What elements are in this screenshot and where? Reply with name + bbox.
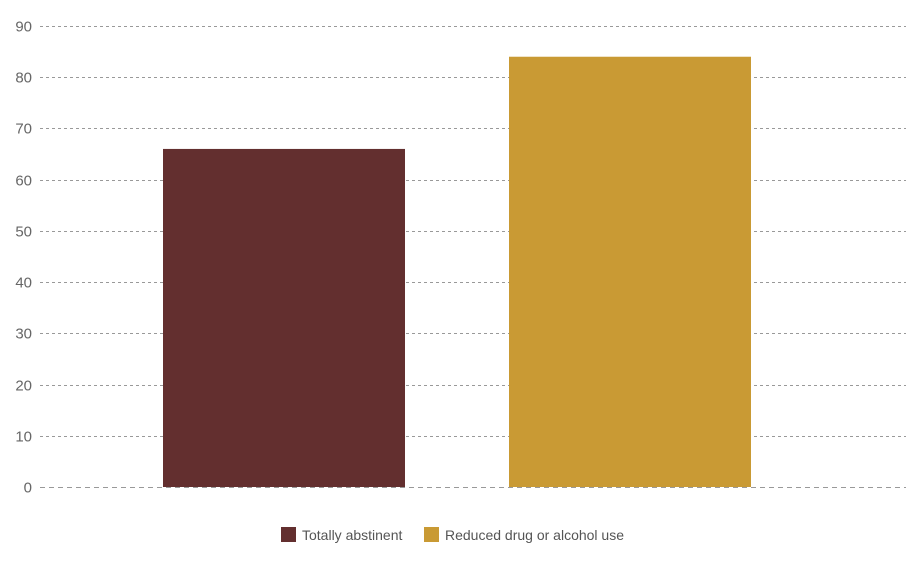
legend-label-totally-abstinent[interactable]: Totally abstinent xyxy=(302,527,403,543)
legend-swatch-totally-abstinent xyxy=(281,527,296,542)
y-tick-label-40: 40 xyxy=(15,275,32,292)
y-tick-label-20: 20 xyxy=(15,378,32,395)
y-tick-label-90: 90 xyxy=(15,19,32,36)
bar-reduced-drug-or-alcohol-use[interactable] xyxy=(509,56,751,487)
y-tick-label-80: 80 xyxy=(15,70,32,87)
y-tick-label-0: 0 xyxy=(24,480,32,497)
y-tick-label-50: 50 xyxy=(15,224,32,241)
bar-totally-abstinent[interactable] xyxy=(163,148,405,487)
legend: Totally abstinent Reduced drug or alcoho… xyxy=(281,527,624,543)
y-tick-label-70: 70 xyxy=(15,121,32,138)
y-tick-label-30: 30 xyxy=(15,326,32,343)
y-axis-ticks: 0 10 20 30 40 50 60 70 80 90 xyxy=(15,19,32,497)
y-tick-label-10: 10 xyxy=(15,429,32,446)
legend-swatch-reduced-use xyxy=(424,527,439,542)
bars xyxy=(163,56,751,487)
legend-label-reduced-use[interactable]: Reduced drug or alcohol use xyxy=(445,527,624,543)
y-tick-label-60: 60 xyxy=(15,173,32,190)
